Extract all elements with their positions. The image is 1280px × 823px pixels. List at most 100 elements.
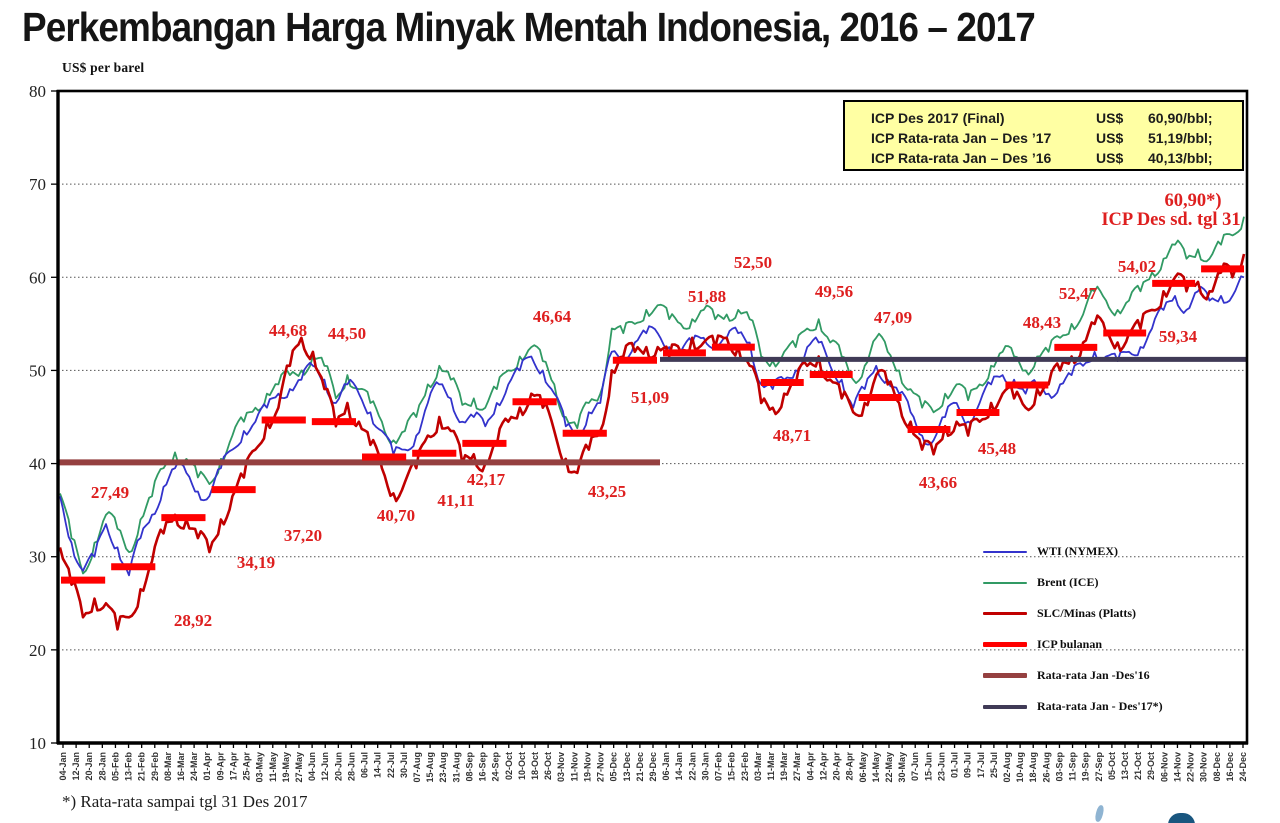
legend-label: Rata-rata Jan - Des'17*) — [1037, 699, 1163, 713]
x-tick-label: 03-Mar — [753, 752, 763, 782]
decorative-logo-fragment-icon — [1168, 813, 1195, 823]
x-tick-label: 20-Jun — [333, 752, 343, 781]
x-tick-label: 06-Jul — [360, 752, 370, 778]
x-tick-label: 07-Feb — [714, 752, 724, 782]
x-tick-label: 30-May — [897, 752, 907, 783]
x-tick-label: 26-Oct — [543, 752, 553, 780]
x-tick-label: 14-May — [871, 752, 881, 783]
x-tick-label: 19-Sep — [1081, 751, 1091, 781]
icp-value-annotation: ICP Des sd. tgl 31 — [1101, 210, 1240, 230]
x-tick-label: 16-Sep — [478, 751, 488, 781]
legend-item: WTI (NYMEX) — [983, 536, 1245, 567]
legend-item: Rata-rata Jan -Des'16 — [983, 660, 1245, 691]
x-tick-label: 09-Jul — [963, 752, 973, 778]
page-title: Perkembangan Harga Minyak Mentah Indones… — [22, 4, 1036, 50]
x-tick-label: 04-Jun — [307, 752, 317, 781]
y-tick-label: 40 — [29, 455, 46, 474]
legend-item: Rata-rata Jan - Des'17*) — [983, 691, 1245, 722]
x-tick-label: 21-Dec — [635, 752, 645, 782]
legend-label: WTI (NYMEX) — [1037, 544, 1118, 558]
x-tick-label: 03-May — [255, 752, 265, 783]
x-tick-label: 31-Aug — [451, 752, 461, 783]
icp-value-annotation: 60,90*) — [1164, 191, 1221, 211]
x-tick-label: 28-Jun — [346, 752, 356, 781]
x-tick-label: 14-Jul — [373, 752, 383, 778]
icp-value-annotation: 47,09 — [874, 308, 912, 327]
x-tick-label: 05-Dec — [609, 752, 619, 782]
legend-swatch-avg16 — [983, 673, 1027, 678]
x-tick-label: 08-Mar — [163, 752, 173, 782]
x-tick-label: 25-Jul — [989, 752, 999, 778]
x-tick-label: 12-Jun — [320, 752, 330, 781]
icp-value-annotation: 48,43 — [1023, 313, 1061, 332]
series-line-0 — [59, 216, 1245, 575]
x-tick-label: 28-Jan — [97, 752, 107, 781]
icp-summary-row: ICP Des 2017 (Final) US$ 60,90/bbl; — [871, 108, 1232, 128]
x-tick-label: 25-Apr — [242, 752, 252, 781]
icp-value-annotation: 37,20 — [284, 526, 322, 545]
legend-swatch-minas — [983, 612, 1027, 615]
x-tick-label: 03-Nov — [556, 752, 566, 782]
x-tick-label: 13-Oct — [1120, 752, 1130, 780]
x-tick-label: 22-Nov — [1186, 752, 1196, 782]
footnote: *) Rata-rata sampai tgl 31 Des 2017 — [62, 792, 308, 811]
x-tick-label: 12-Apr — [818, 752, 828, 781]
x-tick-label: 05-Feb — [110, 752, 120, 782]
legend-label: Brent (ICE) — [1037, 575, 1099, 589]
icp-value-annotation: 51,09 — [631, 388, 669, 407]
x-tick-label: 26-Aug — [1041, 752, 1051, 783]
icp-value-annotation: 54,02 — [1118, 257, 1156, 276]
x-tick-label: 14-Nov — [1172, 752, 1182, 782]
x-tick-label: 19-Mar — [779, 752, 789, 782]
y-tick-label: 60 — [29, 268, 46, 287]
x-tick-label: 17-Apr — [228, 752, 238, 781]
x-tick-label: 15-Jun — [923, 752, 933, 781]
x-tick-label: 29-Oct — [1146, 752, 1156, 780]
x-tick-label: 22-Jan — [687, 752, 697, 781]
x-tick-label: 11-Nov — [569, 752, 579, 782]
x-tick-label: 21-Feb — [137, 752, 147, 782]
icp-value-annotation: 59,34 — [1159, 327, 1198, 346]
x-tick-label: 10-Oct — [517, 752, 527, 780]
x-tick-label: 12-Jan — [71, 752, 81, 781]
icp-value-annotation: 52,47 — [1059, 284, 1098, 303]
icp-value-annotation: 43,66 — [919, 473, 957, 492]
x-tick-label: 30-Jul — [399, 752, 409, 778]
y-tick-label: 70 — [29, 175, 46, 194]
legend: WTI (NYMEX) Brent (ICE) SLC/Minas (Platt… — [983, 536, 1245, 722]
x-tick-label: 13-Feb — [124, 752, 134, 782]
x-tick-label: 17-Jul — [976, 752, 986, 778]
icp-row-value: 60,90/bbl; — [1148, 110, 1213, 126]
icp-value-annotation: 44,68 — [269, 321, 307, 340]
x-tick-label: 30-Nov — [1199, 752, 1209, 782]
icp-row-value: 51,19/bbl; — [1148, 130, 1213, 146]
y-axis-unit-label: US$ per barel — [62, 60, 145, 75]
x-tick-label: 19-May — [281, 752, 291, 783]
x-tick-label: 24-Mar — [189, 752, 199, 782]
x-tick-label: 27-May — [294, 752, 304, 783]
icp-value-annotation: 28,92 — [174, 611, 212, 630]
icp-summary-box: ICP Des 2017 (Final) US$ 60,90/bbl; ICP … — [843, 100, 1244, 171]
x-tick-label: 29-Dec — [648, 752, 658, 782]
x-tick-label: 21-Oct — [1133, 752, 1143, 780]
legend-swatch-avg17 — [983, 704, 1027, 709]
x-tick-label: 04-Jan — [58, 752, 68, 781]
icp-row-label: ICP Des 2017 (Final) — [871, 110, 1005, 126]
legend-swatch-wti — [983, 550, 1027, 553]
icp-value-annotation: 45,48 — [978, 439, 1016, 458]
x-tick-label: 07-Aug — [412, 752, 422, 783]
icp-value-annotation: 46,64 — [533, 307, 572, 326]
x-tick-label: 10-Aug — [1015, 752, 1025, 783]
x-tick-label: 01-Apr — [202, 752, 212, 781]
x-tick-label: 27-Sep — [1094, 751, 1104, 781]
x-tick-label: 06-Jan — [661, 752, 671, 781]
x-tick-label: 11-May — [268, 752, 278, 782]
x-tick-label: 11-Sep — [1068, 752, 1078, 782]
icp-summary-row: ICP Rata-rata Jan – Des ’16 US$ 40,13/bb… — [871, 148, 1232, 168]
x-tick-label: 07-Jun — [910, 752, 920, 781]
x-tick-label: 03-Sep — [1054, 751, 1064, 781]
x-tick-label: 16-Dec — [1225, 752, 1235, 782]
x-tick-label: 16-Mar — [176, 752, 186, 782]
x-tick-label: 08-Dec — [1212, 752, 1222, 782]
x-tick-label: 23-Feb — [740, 752, 750, 782]
